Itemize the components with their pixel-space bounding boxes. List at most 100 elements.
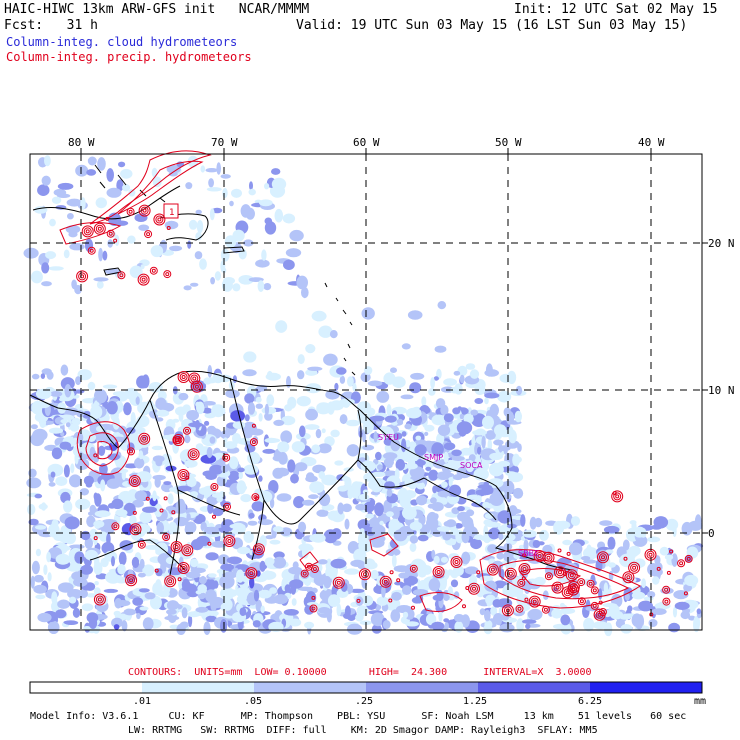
cloud-shading-cell [59,397,67,402]
cloud-shading-cell [443,442,456,451]
precip-cell-ring [567,571,576,580]
cloud-shading-cell [361,307,375,320]
cloud-shading-cell [106,168,114,182]
cloud-shading-cell [412,589,429,596]
cloud-shading-cell [63,500,73,513]
cloud-shading-cell [415,593,424,604]
forecast-hour: Fcst: 31 h [4,18,98,33]
precip-cell-ring [172,434,185,446]
precip-cell-ring [558,570,562,575]
precip-cell-ring [128,475,141,487]
cloud-shading-cell [209,436,216,444]
cloud-shading-cell [211,207,223,214]
precip-cell-ring [532,599,537,604]
cloud-shading-cell [220,563,234,571]
colorbar-tick-25: .25 [355,696,374,707]
precip-cell-ring [528,595,541,608]
precip-cell-ring [139,275,148,284]
cloud-shading-cell [72,437,79,445]
precip-cell-ring [166,577,175,586]
cloud-shading-cell [493,439,504,446]
valid-time: Valid: 19 UTC Sun 03 May 15 (16 LST Sun … [296,18,688,33]
precip-cell-ring [508,571,513,576]
cloud-shading-cell [156,521,164,535]
cloud-shading-cell [26,477,42,489]
cloud-shading-cell [229,523,246,530]
cloud-shading-cell [364,366,373,375]
cloud-shading-cell [452,407,461,415]
cloud-shading-cell [489,492,504,506]
cloud-shading-cell [232,283,241,292]
cloud-shading-cell [391,505,400,520]
cloud-shading-cell [439,497,448,505]
precip-hydrometeor-contours [59,150,641,613]
cloud-shading-cell [209,464,224,475]
cloud-shading-cell [633,526,646,538]
cloud-shading-cell [213,580,219,589]
precip-cell-ring [144,230,153,239]
cloud-shading-cell [208,573,217,578]
cloud-shading-cell [296,396,311,407]
cloud-shading-cell [359,528,365,534]
colorbar-tick-01: .01 [133,696,152,707]
cloud-shading-cell [371,471,386,477]
cloud-shading-cell [349,588,365,594]
precip-cell-ring [140,434,149,443]
cloud-shading-cell [44,155,51,167]
cloud-shading-cell [362,598,373,606]
cloud-shading-cell [337,485,348,492]
cloud-shading-cell [516,593,529,607]
cloud-shading-cell [265,437,278,444]
cloud-shading-cell [631,585,641,595]
precip-cell-ring [601,555,605,560]
contour-colombia-outer [76,421,131,475]
contour-guyana [419,592,463,613]
cloud-shading-cell [211,492,225,498]
precip-cell-ring [615,494,620,499]
cloud-shading-cell [247,402,256,415]
cloud-shading-cell [80,197,86,210]
cloud-shading-cell [672,606,678,618]
precip-cell-ring [544,553,553,562]
cloud-shading-cell [653,516,669,529]
colorbar-frame [29,681,703,694]
cloud-shading-cell [195,606,209,613]
cloud-shading-cell [212,507,224,517]
cloud-shading-cell [505,411,515,425]
cloud-shading-cell [216,162,221,175]
cloud-shading-cell [173,516,189,527]
cloud-shading-cell [30,424,38,430]
cloud-shading-cell [383,372,396,385]
cloud-shading-cell [110,436,116,445]
cloud-shading-cell [334,382,339,391]
cloud-shading-cell [166,609,177,615]
cloud-shading-cell [447,569,454,576]
cloud-shading-cell [144,592,156,600]
cloud-shading-cell [440,404,449,416]
cloud-shading-cell [157,590,170,598]
cloud-shading-cell [274,208,284,223]
cloud-shading-cell [400,394,414,400]
cloud-shading-cell [243,239,254,247]
cloud-shading-cell [187,240,192,249]
cloud-shading-cell [358,493,370,501]
country-borders [89,377,497,576]
precip-cell-ring [139,542,144,547]
cloud-shading-cell [121,620,128,632]
cloud-shading-cell [134,490,148,502]
cloud-shading-cell [152,176,162,188]
cloud-shading-cell [562,539,572,546]
cloud-shading-cell [501,616,509,621]
cloud-shading-cell [65,422,71,428]
precip-cell-ring [518,563,531,575]
cloud-shading-cell [502,584,513,596]
cloud-shading-cell [198,487,212,495]
precip-cell-ring [177,371,190,383]
precip-cell-ring [210,483,219,491]
cloud-shading-cell [189,491,199,497]
cloud-shading-cell [124,387,138,400]
precip-cell-ring [537,554,542,558]
cloud-shading-cell [401,438,407,453]
precip-cell-ring [222,453,231,462]
cloud-shading-cell [474,398,484,404]
